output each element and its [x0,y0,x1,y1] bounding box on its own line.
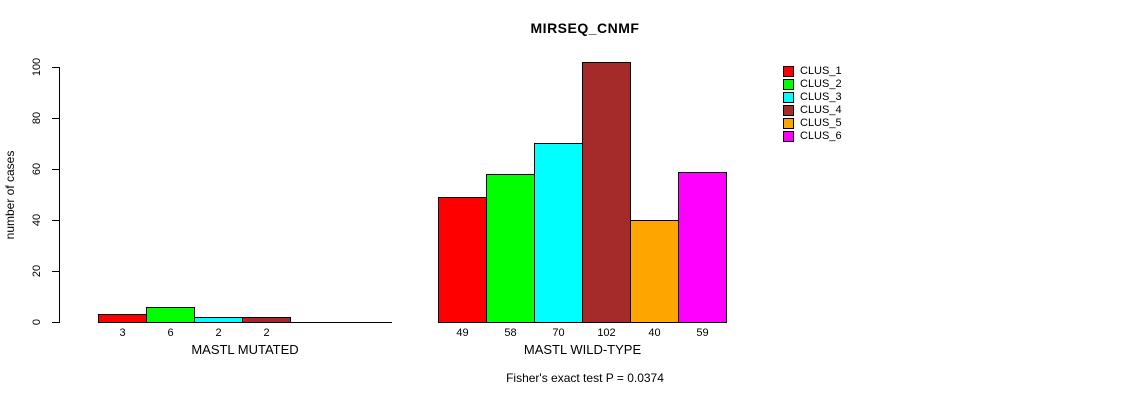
legend-label: CLUS_5 [800,117,842,129]
bar-value-label: 2 [215,327,222,339]
legend-item: CLUS_2 [783,78,842,91]
y-tick [52,118,59,119]
bar-value-label: 3 [119,327,126,339]
chart-title: MIRSEQ_CNMF [530,20,640,36]
bar-value-label: 6 [167,327,174,339]
y-tick [52,220,59,221]
bar [242,317,291,323]
legend-item: CLUS_1 [783,65,842,78]
legend-swatch [783,131,794,142]
bar [486,174,535,323]
bar-value-label: 59 [696,327,709,339]
bar-value-label: 2 [263,327,270,339]
bar [146,307,195,323]
legend-swatch [783,105,794,116]
bar-value-label: 102 [597,327,616,339]
legend: CLUS_1 CLUS_2 CLUS_3 CLUS_4 CLUS_5 CLUS_6 [783,65,842,143]
legend-item: CLUS_4 [783,104,842,117]
legend-swatch [783,79,794,90]
legend-swatch [783,92,794,103]
y-tick-label: 20 [31,264,43,278]
bar-value-label: 58 [504,327,517,339]
y-axis-label: number of cases [3,150,17,240]
y-tick [52,169,59,170]
bar-value-label: 40 [648,327,661,339]
y-tick-label: 40 [31,213,43,227]
y-tick [52,271,59,272]
legend-label: CLUS_4 [800,104,842,116]
bar [534,143,583,323]
bar [678,172,727,323]
y-tick [52,322,59,323]
bar [582,62,631,323]
legend-label: CLUS_1 [800,65,842,77]
legend-swatch [783,66,794,77]
bar [194,317,243,323]
y-tick-label: 0 [31,318,43,326]
group-label: MASTL WILD-TYPE [523,342,642,357]
group-label: MASTL MUTATED [191,342,299,357]
bar [438,197,487,323]
bar [98,314,147,323]
y-tick [52,67,59,68]
footnote: Fisher's exact test P = 0.0374 [506,371,664,385]
legend-item: CLUS_5 [783,117,842,130]
legend-item: CLUS_6 [783,130,842,143]
legend-swatch [783,118,794,129]
y-tick-label: 80 [31,111,43,125]
bar-value-label: 70 [552,327,565,339]
legend-label: CLUS_2 [800,78,842,90]
y-tick-label: 60 [31,162,43,176]
y-axis-line [59,67,60,323]
y-tick-label: 100 [31,57,43,77]
legend-label: CLUS_6 [800,130,842,142]
bar [630,220,679,323]
legend-item: CLUS_3 [783,91,842,104]
bar-value-label: 49 [456,327,469,339]
legend-label: CLUS_3 [800,91,842,103]
